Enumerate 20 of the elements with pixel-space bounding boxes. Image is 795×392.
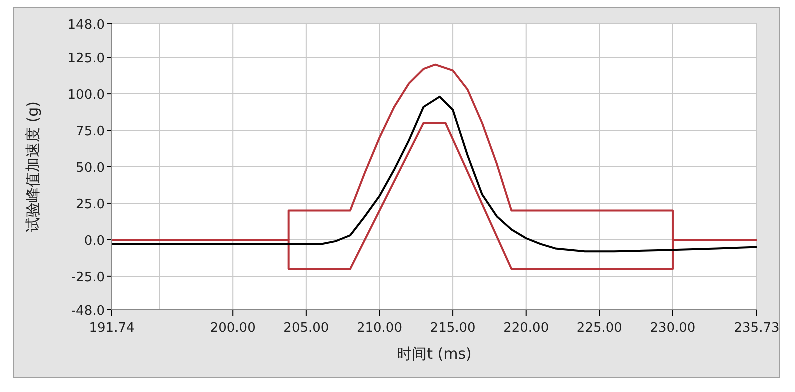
- x-tick-label: 205.00: [284, 321, 330, 336]
- x-axis-title: 时间t (ms): [397, 345, 472, 363]
- x-tick-label: 230.00: [650, 321, 696, 336]
- y-axis-title: 试验峰值加速度 (g): [24, 102, 42, 232]
- x-tick-label: 225.00: [576, 321, 622, 336]
- x-tick-label: 220.00: [504, 321, 550, 336]
- x-tick-label: 191.74: [89, 321, 135, 336]
- y-tick-label: -48.0: [71, 304, 105, 319]
- x-tick-label: 235.73: [734, 321, 780, 336]
- y-tick-label: 50.0: [76, 161, 105, 176]
- y-tick-label: 0.0: [84, 234, 105, 249]
- y-tick-label: 75.0: [76, 124, 105, 140]
- y-tick-label: 125.0: [68, 52, 105, 67]
- y-tick-label: 100.0: [68, 88, 105, 104]
- x-tick-label: 200.00: [210, 321, 256, 336]
- y-tick-label: -25.0: [71, 270, 105, 286]
- x-tick-label: 215.00: [430, 321, 476, 336]
- y-tick-label: 148.0: [68, 18, 105, 33]
- x-tick-label: 210.00: [356, 321, 402, 336]
- y-tick-label: 25.0: [76, 197, 105, 212]
